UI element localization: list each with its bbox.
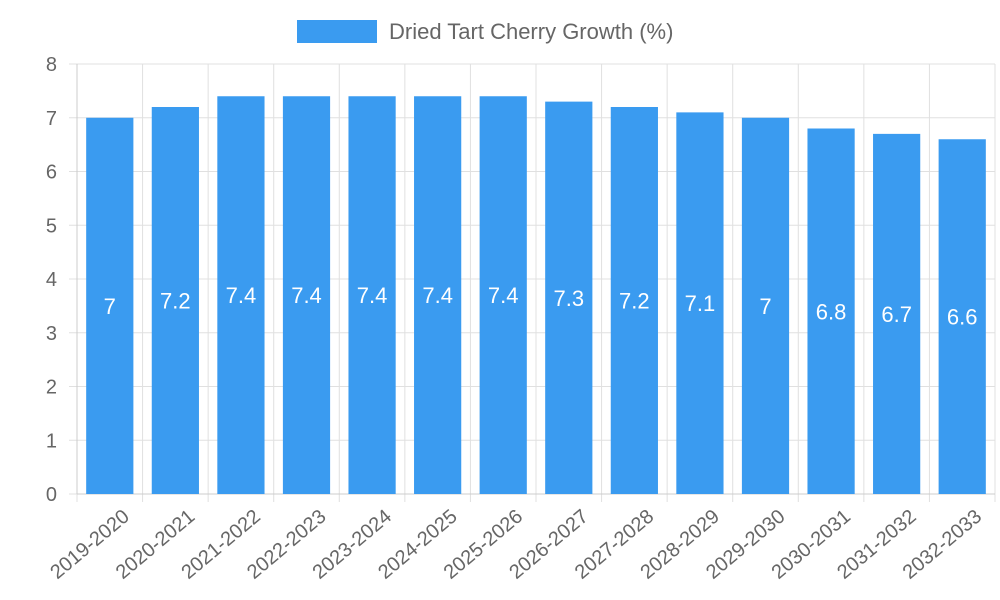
bar-value-label: 6.8 [816,299,847,324]
y-tick-label: 1 [46,430,57,452]
y-tick-label: 6 [46,162,57,184]
bar-value-label: 7.3 [553,286,584,311]
value-labels: 7 7.2 7.4 7.4 7.4 7.4 7.4 7.3 7.2 7.1 7 6.8 6.7 6.6 [104,283,978,330]
bar[interactable] [479,96,527,494]
bars [86,96,986,494]
bar-value-label: 7 [759,294,771,319]
bar[interactable] [807,128,855,495]
bar-value-label: 6.6 [947,305,978,330]
bar-value-label: 7.2 [619,289,650,314]
bar-value-label: 7.2 [160,289,191,314]
bar[interactable] [676,112,724,494]
bar[interactable] [151,107,199,494]
bar-value-label: 7.1 [685,291,716,316]
bar[interactable] [217,96,265,494]
legend-label: Dried Tart Cherry Growth (%) [389,19,673,44]
bar[interactable] [741,117,790,494]
y-tick-label: 5 [46,215,57,237]
bar-value-label: 6.7 [881,302,912,327]
y-tick-label: 4 [46,269,57,291]
bar[interactable] [610,107,658,494]
bar[interactable] [282,96,331,494]
bar-value-label: 7.4 [291,283,322,308]
legend-swatch [297,20,377,43]
bar[interactable] [873,133,921,494]
bar[interactable] [545,101,593,494]
legend[interactable]: Dried Tart Cherry Growth (%) [297,19,673,44]
bar-value-label: 7.4 [226,283,257,308]
bar[interactable] [938,139,986,494]
x-axis: 2019-20202020-20212021-20222022-20232023… [46,505,986,583]
bar-value-label: 7 [104,294,116,319]
bar-value-label: 7.4 [422,283,453,308]
bar[interactable] [86,117,134,494]
y-tick-label: 8 [46,54,57,76]
y-tick-label: 3 [46,323,57,345]
bar-value-label: 7.4 [357,283,388,308]
y-axis: 0 1 2 3 4 5 6 7 8 [46,54,57,506]
y-tick-label: 7 [46,108,57,130]
y-tick-label: 2 [46,377,57,399]
y-tick-label: 0 [46,484,57,506]
bar[interactable] [348,96,396,494]
bar-value-label: 7.4 [488,283,519,308]
bar[interactable] [414,96,462,494]
gridlines [69,63,996,502]
